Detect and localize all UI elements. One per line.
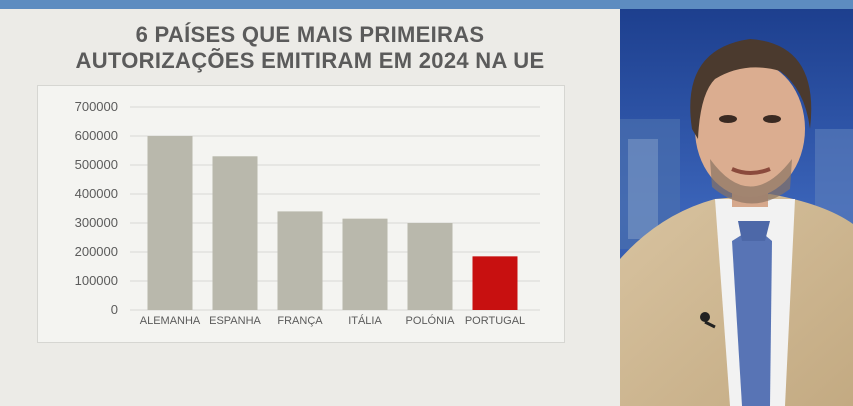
presenter-image [620, 9, 853, 406]
y-tick-label: 200000 [75, 244, 118, 259]
y-tick-label: 600000 [75, 128, 118, 143]
x-category-label: ITÁLIA [348, 314, 382, 327]
x-category-label: ESPANHA [209, 315, 261, 327]
y-tick-label: 0 [111, 302, 118, 317]
bar-0 [147, 136, 193, 310]
bar-3 [342, 218, 388, 310]
x-category-label: ALEMANHA [140, 315, 201, 327]
y-tick-label: 300000 [75, 215, 118, 230]
x-category-label: FRANÇA [277, 315, 323, 327]
bar-4 [407, 223, 453, 310]
top-banner-stripe [0, 0, 853, 9]
y-tick-label: 500000 [75, 157, 118, 172]
chart-panel: 700000 600000 500000 400000 300000 200000 1000… [37, 85, 565, 343]
bar-1 [212, 156, 258, 310]
presenter-video [620, 9, 853, 406]
chart-title: 6 PAÍSES QUE MAIS PRIMEIRAS AUTORIZAÇÕES… [0, 22, 620, 74]
chart-title-line-1: 6 PAÍSES QUE MAIS PRIMEIRAS [135, 22, 485, 47]
y-tick-label: 100000 [75, 273, 118, 288]
y-tick-label: 400000 [75, 186, 118, 201]
bar-2 [277, 211, 323, 310]
bar-5 [472, 256, 518, 310]
x-category-label: PORTUGAL [465, 315, 525, 327]
chart-title-line-2: AUTORIZAÇÕES EMITIRAM EM 2024 NA UE [75, 48, 545, 73]
x-category-label: POLÓNIA [406, 314, 456, 327]
y-tick-label: 700000 [75, 99, 118, 114]
bar-chart: 700000 600000 500000 400000 300000 200000 1000… [75, 99, 540, 327]
